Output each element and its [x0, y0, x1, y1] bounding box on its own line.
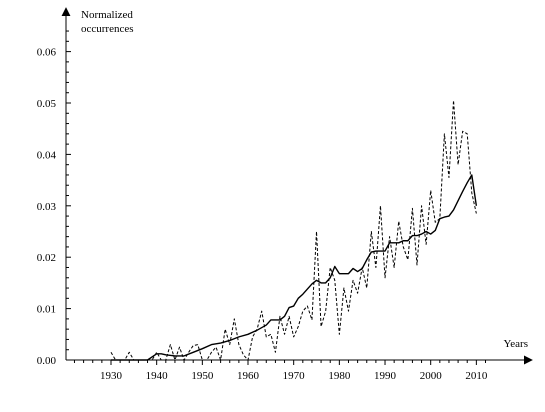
y-tick-label: 0.05 [37, 98, 57, 110]
series-line-solid [111, 174, 478, 361]
x-tick-label: 1980 [328, 370, 351, 382]
series-line-dashed [110, 99, 477, 361]
y-tick-label: 0.00 [37, 355, 57, 367]
x-tick-label: 1990 [374, 370, 397, 382]
y-axis-label-line-1: Normalized [81, 9, 133, 21]
x-tick-label: 2010 [465, 370, 488, 382]
y-tick-label: 0.06 [37, 47, 57, 59]
x-tick-label: 1930 [100, 370, 123, 382]
y-tick-label: 0.03 [37, 201, 57, 213]
x-axis-label: Years [503, 338, 528, 350]
y-axis-label-line-2: occurrences [81, 23, 134, 35]
series-layer [110, 99, 478, 361]
x-ticks: 1930 1940 1950 1960 1970 1980 1990 2000 2010 [73, 360, 488, 382]
x-tick-label: 2000 [420, 370, 443, 382]
y-tick-label: 0.02 [37, 252, 56, 264]
x-tick-label: 1950 [191, 370, 214, 382]
y-tick-label: 0.01 [37, 304, 56, 316]
x-tick-label: 1940 [146, 370, 169, 382]
x-tick-label: 1970 [283, 370, 306, 382]
x-tick-label: 1960 [237, 370, 260, 382]
y-tick-label: 0.04 [37, 149, 57, 161]
y-ticks: 0.00 0.01 0.02 0.03 0.04 0.05 0.06 [37, 30, 71, 367]
